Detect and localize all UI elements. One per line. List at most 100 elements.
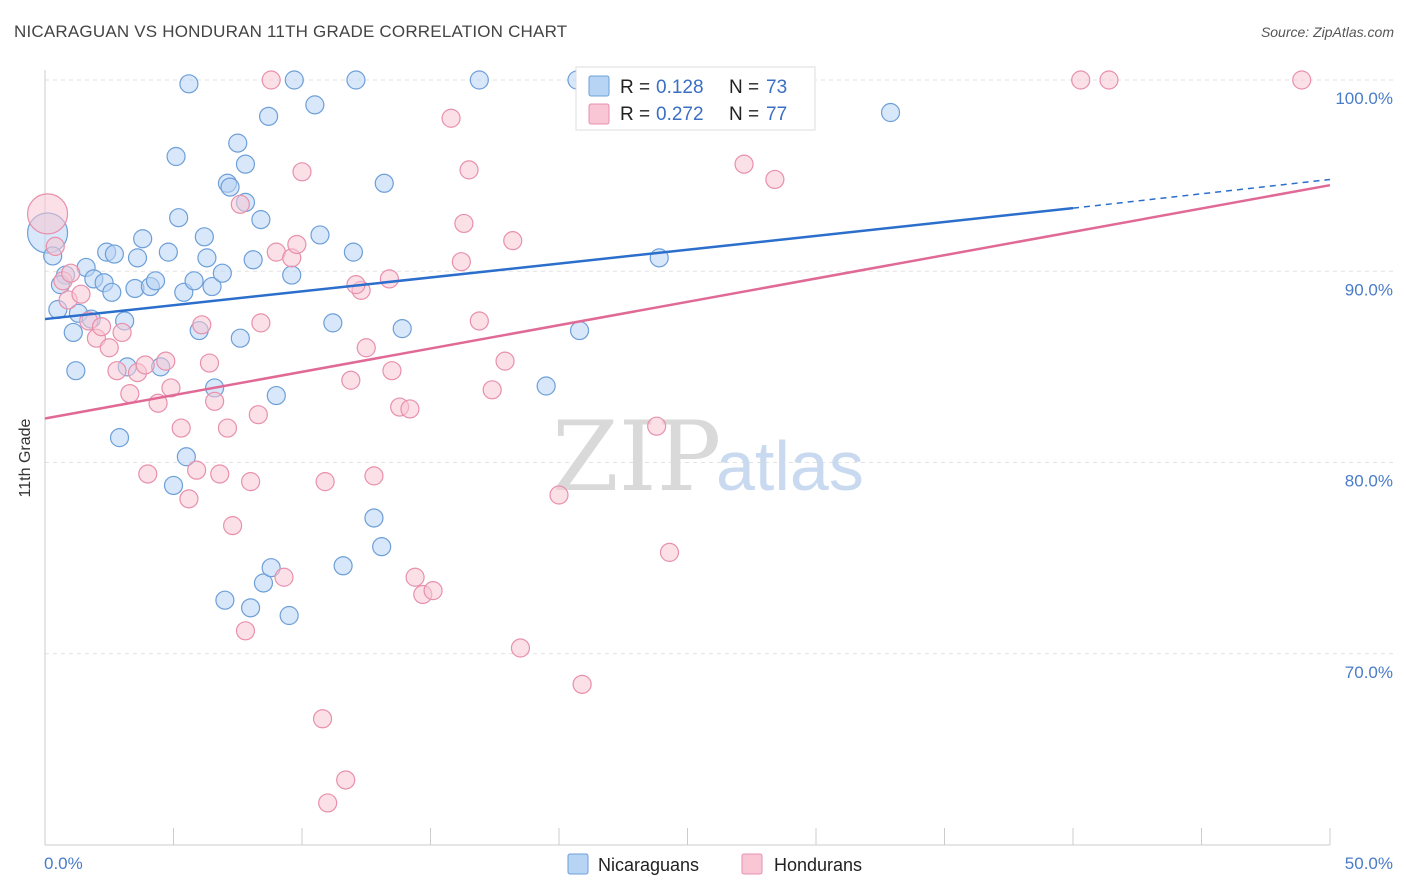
honduran-point-57	[454, 213, 474, 234]
honduran-point-73	[1292, 70, 1312, 90]
nicaraguan-point-63	[374, 173, 394, 193]
legend-swatch-nicaraguans	[588, 75, 610, 97]
nicaraguan-point-53	[282, 265, 302, 285]
honduran-point-12	[120, 384, 140, 404]
nicaraguan-point-40	[220, 177, 240, 197]
honduran-point-22	[192, 315, 212, 335]
nicaraguan-point-47	[251, 210, 271, 230]
nicaraguan-point-68	[569, 320, 590, 341]
nicaraguan-trend-extension	[1072, 178, 1331, 209]
honduran-point-65	[572, 674, 592, 694]
nicaraguan-point-62	[372, 537, 392, 557]
nicaraguan-point-5	[63, 322, 83, 343]
honduran-point-23	[199, 353, 220, 373]
honduran-point-21	[187, 460, 207, 480]
legend-box	[575, 66, 816, 131]
nicaraguan-point-55	[305, 95, 325, 115]
honduran-point-31	[248, 405, 268, 425]
nicaraguan-point-24	[158, 242, 178, 262]
nicaraguan-point-34	[197, 248, 217, 268]
legend-r-value-1: 0.272	[656, 104, 704, 125]
nicaraguan-point-57	[323, 313, 343, 333]
nicaraguan-point-27	[169, 208, 189, 228]
nicaraguan-point-20	[133, 229, 153, 249]
nicaraguan-point-25	[166, 146, 186, 167]
y-tick-label-80: 80.0%	[1345, 472, 1393, 491]
nicaraguan-point-66	[536, 376, 556, 396]
nicaraguan-point-52	[279, 605, 299, 626]
trend-lines	[44, 178, 1331, 420]
nicaraguan-point-35	[202, 276, 222, 297]
honduran-point-41	[318, 793, 338, 813]
watermark-zip: ZIP	[552, 401, 721, 513]
legend-n-value-0: 73	[766, 77, 787, 98]
honduran-point-32	[251, 313, 271, 333]
honduran-points	[26, 70, 1312, 813]
honduran-point-15	[138, 464, 158, 484]
nicaraguan-point-22	[145, 271, 166, 291]
honduran-point-37	[287, 234, 307, 255]
legend-r-label-0: R =	[620, 77, 650, 98]
y-tick-label-70: 70.0%	[1345, 663, 1393, 682]
honduran-point-39	[315, 472, 335, 492]
honduran-point-25	[210, 464, 230, 484]
honduran-point-27	[223, 516, 243, 536]
honduran-point-51	[400, 399, 420, 419]
nicaraguan-point-33	[194, 227, 214, 247]
nicaraguan-point-43	[235, 154, 256, 174]
top-legend: R = 0.128 N = 73 R = 0.272 N = 77	[575, 66, 816, 131]
honduran-point-38	[292, 162, 312, 182]
legend-n-label-0: N =	[729, 77, 759, 98]
chart-title: NICARAGUAN VS HONDURAN 11TH GRADE CORREL…	[14, 22, 568, 41]
nicaraguan-point-54	[284, 70, 304, 90]
x-tick-label-min: 0.0%	[44, 854, 83, 873]
honduran-point-62	[503, 231, 523, 251]
nicaraguan-points	[26, 70, 901, 626]
legend-n-value-1: 77	[766, 104, 787, 125]
honduran-point-40	[312, 709, 333, 729]
honduran-point-26	[217, 418, 238, 438]
legend-n-label-1: N =	[729, 104, 759, 125]
honduran-point-24	[205, 391, 225, 411]
nicaraguan-point-46	[241, 598, 261, 618]
honduran-point-8	[91, 317, 112, 337]
nicaraguan-point-29	[176, 447, 196, 467]
honduran-point-49	[382, 361, 402, 381]
nicaraguan-point-30	[179, 74, 199, 94]
honduran-point-64	[549, 485, 569, 505]
x-tick-labels: 0.0% 50.0%	[44, 854, 1393, 873]
nicaraguan-point-13	[102, 282, 122, 302]
axes	[44, 70, 1331, 846]
honduran-point-43	[341, 370, 361, 390]
honduran-point-0	[26, 193, 69, 235]
nicaraguan-point-50	[261, 558, 281, 578]
y-tick-label-100: 100.0%	[1335, 89, 1393, 108]
legend-swatch-hondurans	[588, 103, 610, 125]
honduran-point-56	[451, 252, 471, 272]
nicaraguan-point-49	[258, 106, 279, 126]
source-label: Source: ZipAtlas.com	[1260, 24, 1394, 40]
honduran-point-28	[230, 194, 250, 214]
y-axis-title: 11th Grade	[17, 418, 34, 497]
honduran-point-66	[647, 416, 667, 436]
nicaraguan-point-6	[66, 361, 86, 381]
nicaraguan-point-51	[266, 385, 286, 406]
nicaraguan-point-65	[469, 70, 489, 90]
honduran-point-70	[765, 169, 785, 190]
honduran-point-48	[379, 269, 399, 289]
honduran-trend-line	[44, 183, 1331, 420]
honduran-point-55	[441, 108, 461, 128]
honduran-point-30	[241, 472, 261, 492]
bottom-legend-label-hondurans: Hondurans	[774, 855, 862, 875]
honduran-point-52	[405, 567, 425, 587]
nicaraguan-point-37	[212, 263, 232, 283]
bottom-legend-swatch-hondurans	[741, 853, 763, 875]
honduran-point-20	[179, 489, 199, 509]
honduran-point-11	[112, 322, 132, 343]
honduran-point-14	[135, 355, 155, 375]
nicaraguan-point-41	[228, 133, 248, 153]
nicaraguan-point-16	[109, 428, 130, 448]
honduran-point-19	[171, 418, 191, 438]
honduran-point-47	[364, 466, 384, 486]
nicaraguan-point-26	[163, 475, 184, 496]
